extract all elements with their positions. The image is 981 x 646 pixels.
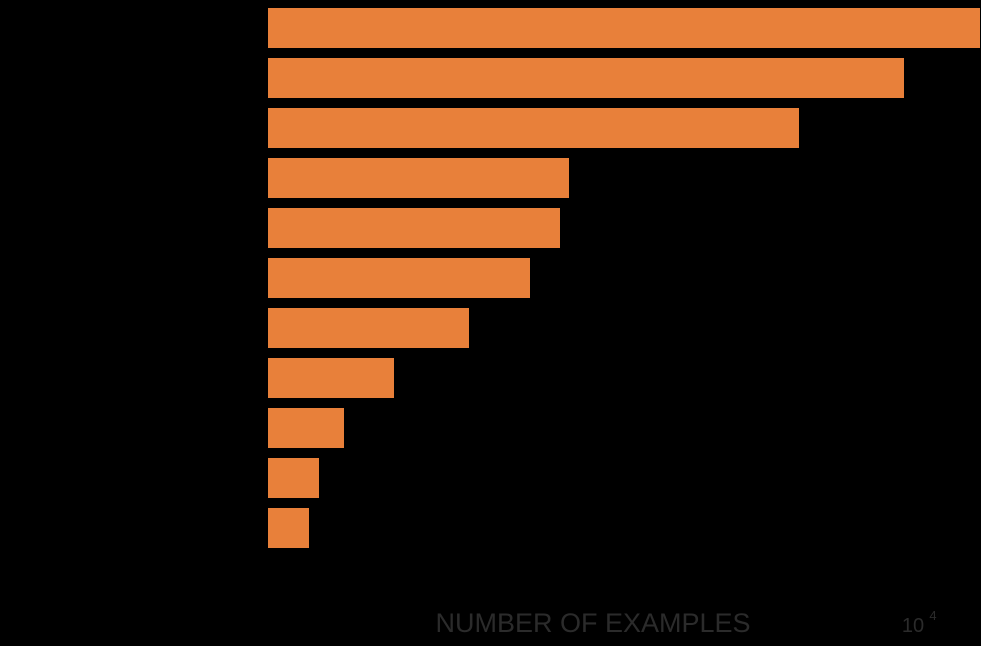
bar-10	[268, 458, 319, 498]
bars-group	[268, 8, 980, 548]
x-axis-label: NUMBER OF EXAMPLES	[435, 608, 750, 638]
bar-11	[268, 508, 309, 548]
x-axis-scale-exponent: 4	[929, 608, 936, 623]
bar-8	[268, 358, 394, 398]
bar-4	[268, 158, 569, 198]
bar-9	[268, 408, 344, 448]
bar-2	[268, 58, 904, 98]
bar-3	[268, 108, 799, 148]
bar-6	[268, 258, 530, 298]
x-axis-scale-base: 10	[902, 615, 924, 637]
bar-5	[268, 208, 560, 248]
bar-1	[268, 8, 980, 48]
bar-7	[268, 308, 469, 348]
